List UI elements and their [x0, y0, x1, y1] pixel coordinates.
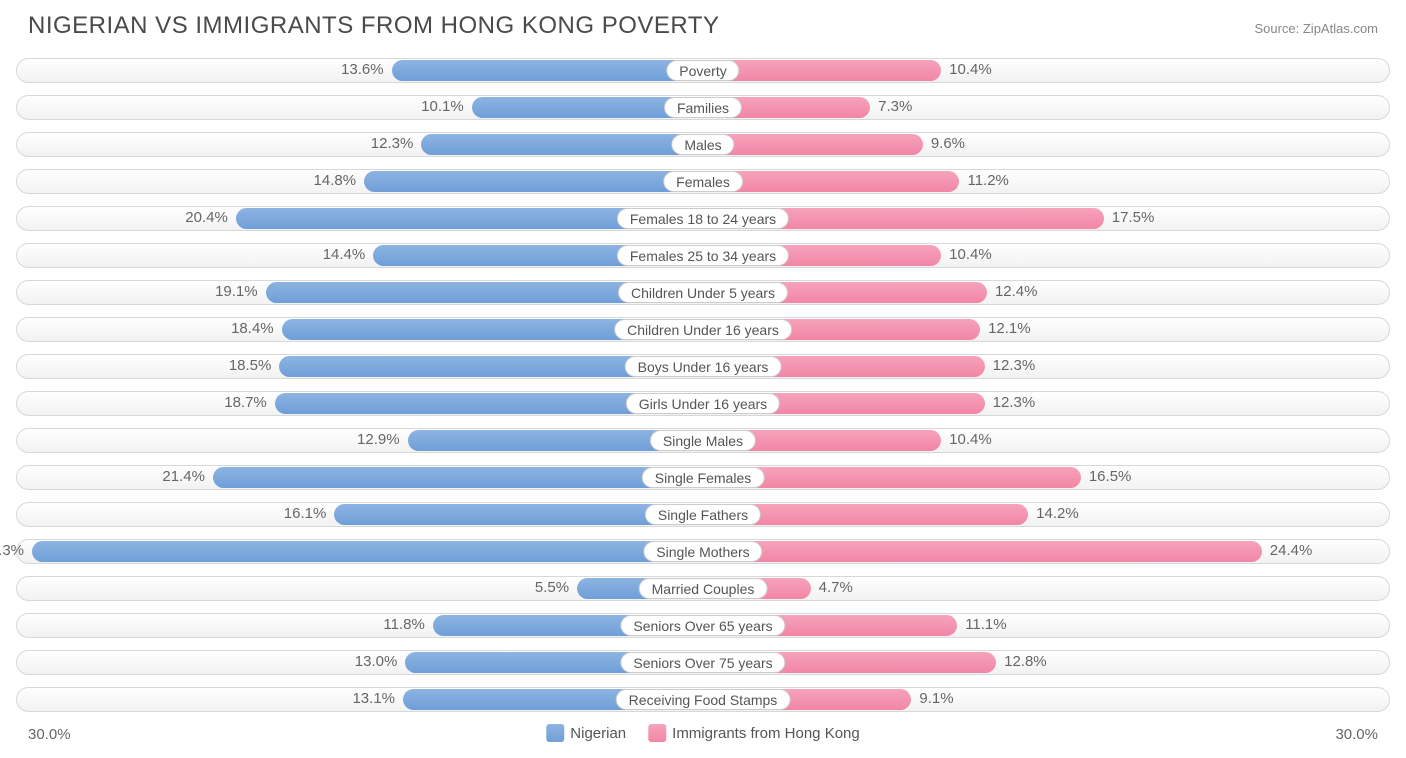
swatch-right-icon	[648, 724, 666, 742]
value-right: 10.4%	[949, 431, 992, 448]
axis-max-left: 30.0%	[28, 726, 71, 743]
chart-row: 16.1% 14.2% Single Fathers	[16, 498, 1390, 531]
bar-right	[703, 134, 923, 155]
chart-row: 18.5% 12.3% Boys Under 16 years	[16, 350, 1390, 383]
category-label: Children Under 5 years	[618, 282, 788, 303]
category-label: Females 18 to 24 years	[617, 208, 789, 229]
category-label: Families	[664, 97, 742, 118]
chart-row: 29.3%24.4%Single Mothers	[16, 535, 1390, 568]
legend-label-right: Immigrants from Hong Kong	[672, 725, 860, 742]
chart-header: NIGERIAN VS IMMIGRANTS FROM HONG KONG PO…	[10, 12, 1396, 46]
category-label: Single Mothers	[643, 541, 762, 562]
chart-row: 13.0% 12.8% Seniors Over 75 years	[16, 646, 1390, 679]
value-right: 12.8%	[1004, 653, 1047, 670]
chart-row: 18.7% 12.3% Girls Under 16 years	[16, 387, 1390, 420]
value-right: 12.1%	[988, 320, 1031, 337]
bar-left	[392, 60, 703, 81]
chart-row: 5.5% 4.7% Married Couples	[16, 572, 1390, 605]
value-right: 9.6%	[931, 135, 965, 152]
category-label: Married Couples	[639, 578, 768, 599]
value-right: 11.2%	[967, 172, 1008, 189]
value-left: 29.3%	[0, 542, 24, 559]
category-label: Males	[671, 134, 734, 155]
value-right: 7.3%	[878, 98, 912, 115]
chart-row: 10.1% 7.3% Families	[16, 91, 1390, 124]
value-left: 5.5%	[535, 579, 569, 596]
value-left: 14.8%	[314, 172, 357, 189]
value-left: 21.4%	[162, 468, 205, 485]
category-label: Single Fathers	[645, 504, 761, 525]
category-label: Boys Under 16 years	[625, 356, 782, 377]
chart-row: 21.4% 16.5% Single Females	[16, 461, 1390, 494]
chart-row: 11.8% 11.1% Seniors Over 65 years	[16, 609, 1390, 642]
value-right: 4.7%	[819, 579, 853, 596]
chart-row: 13.6% 10.4% Poverty	[16, 54, 1390, 87]
chart-source: Source: ZipAtlas.com	[1254, 21, 1378, 36]
value-right: 12.4%	[995, 283, 1038, 300]
value-left: 18.4%	[231, 320, 274, 337]
value-right: 11.1%	[965, 616, 1006, 633]
legend-item-left: Nigerian	[546, 724, 626, 742]
category-label: Single Females	[642, 467, 765, 488]
value-left: 18.5%	[229, 357, 272, 374]
value-left: 10.1%	[421, 98, 464, 115]
value-right: 12.3%	[993, 357, 1036, 374]
value-left: 16.1%	[284, 505, 327, 522]
value-left: 14.4%	[323, 246, 366, 263]
diverging-bar-chart: 13.6% 10.4% Poverty 10.1% 7.3% Families 12.3% 9…	[10, 46, 1396, 716]
value-right: 24.4%	[1270, 542, 1313, 559]
swatch-left-icon	[546, 724, 564, 742]
category-label: Females 25 to 34 years	[617, 245, 789, 266]
value-left: 12.9%	[357, 431, 400, 448]
chart-row: 14.4% 10.4% Females 25 to 34 years	[16, 239, 1390, 272]
value-right: 16.5%	[1089, 468, 1132, 485]
value-left: 12.3%	[371, 135, 414, 152]
value-left: 13.6%	[341, 61, 384, 78]
category-label: Receiving Food Stamps	[616, 689, 791, 710]
value-right: 12.3%	[993, 394, 1036, 411]
value-right: 10.4%	[949, 246, 992, 263]
category-label: Seniors Over 65 years	[620, 615, 785, 636]
chart-row: 12.9% 10.4% Single Males	[16, 424, 1390, 457]
bar-left	[213, 467, 703, 488]
value-right: 17.5%	[1112, 209, 1155, 226]
legend: Nigerian Immigrants from Hong Kong	[546, 724, 859, 742]
value-left: 18.7%	[224, 394, 267, 411]
category-label: Children Under 16 years	[614, 319, 792, 340]
category-label: Females	[663, 171, 743, 192]
chart-row: 19.1% 12.4% Children Under 5 years	[16, 276, 1390, 309]
category-label: Poverty	[666, 60, 739, 81]
chart-row: 12.3% 9.6% Males	[16, 128, 1390, 161]
bar-left	[421, 134, 703, 155]
legend-label-left: Nigerian	[570, 725, 626, 742]
bar-right	[703, 541, 1262, 562]
axis-max-right: 30.0%	[1335, 726, 1378, 743]
value-left: 20.4%	[185, 209, 228, 226]
chart-row: 14.8% 11.2% Females	[16, 165, 1390, 198]
value-right: 14.2%	[1036, 505, 1079, 522]
bar-left	[364, 171, 703, 192]
category-label: Girls Under 16 years	[626, 393, 780, 414]
value-left: 13.1%	[352, 690, 395, 707]
category-label: Single Males	[650, 430, 756, 451]
value-left: 19.1%	[215, 283, 258, 300]
chart-row: 13.1% 9.1% Receiving Food Stamps	[16, 683, 1390, 716]
value-left: 13.0%	[355, 653, 398, 670]
value-left: 11.8%	[383, 616, 424, 633]
chart-footer: 30.0% Nigerian Immigrants from Hong Kong…	[10, 720, 1396, 752]
value-right: 9.1%	[919, 690, 953, 707]
chart-row: 18.4% 12.1% Children Under 16 years	[16, 313, 1390, 346]
chart-title: NIGERIAN VS IMMIGRANTS FROM HONG KONG PO…	[28, 12, 719, 40]
value-right: 10.4%	[949, 61, 992, 78]
chart-row: 20.4% 17.5% Females 18 to 24 years	[16, 202, 1390, 235]
bar-left	[32, 541, 703, 562]
legend-item-right: Immigrants from Hong Kong	[648, 724, 860, 742]
category-label: Seniors Over 75 years	[620, 652, 785, 673]
